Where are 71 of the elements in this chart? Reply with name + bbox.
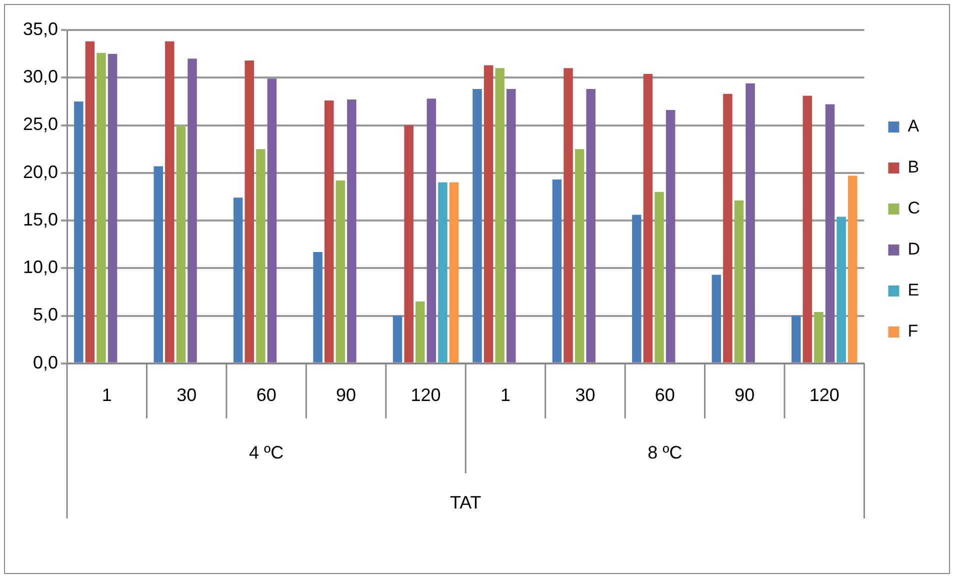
bar [267,78,277,362]
bar [74,101,84,362]
bar [723,94,732,362]
x-tick-label: 30 [176,385,197,406]
bar [712,274,722,362]
x-tick-label: 1 [102,385,112,406]
bar [108,54,118,362]
bar [256,149,266,362]
bar [233,198,243,362]
bar [336,180,346,362]
bar [574,149,584,362]
bar [484,65,494,362]
bar [449,182,459,362]
bar [96,52,106,362]
bar [426,98,436,362]
bar [313,252,322,362]
bar [347,100,356,362]
bar [415,301,425,362]
bar [188,58,197,362]
y-tick-label: 20,0 [22,162,58,182]
bar [792,316,801,362]
legend-label: D [908,240,920,259]
bar [176,125,186,362]
bar [643,74,653,362]
bar [848,176,858,362]
x-tick-label: 90 [336,385,356,406]
bar [438,182,448,362]
bar [472,89,482,362]
bar [666,110,676,362]
legend-label: B [908,158,920,177]
y-tick-label: 35,0 [22,18,58,39]
text: 4 ºC [249,442,284,462]
x-tick-label: 120 [809,385,840,406]
y-tick-label: 10,0 [22,257,58,278]
x-tick-label: 120 [410,385,441,406]
legend-label: C [908,198,920,218]
bar [392,316,402,362]
bar [506,89,516,362]
bar [564,68,573,362]
bar [734,200,744,362]
bar [165,41,174,362]
y-tick-label: 0,0 [33,352,58,372]
legend-label: F [908,322,918,341]
y-tick-label: 30,0 [22,66,58,87]
x-tick-label: 60 [256,385,276,406]
bar [404,125,414,362]
legend-label: E [908,280,920,300]
x-tick-label: 60 [654,385,675,406]
x-axis-title: TAT [450,492,482,512]
bar [552,180,562,362]
x-tick-label: 90 [734,385,755,406]
bar [632,214,642,362]
bar [244,60,254,362]
bar [825,104,835,362]
bar [654,192,664,362]
x-tick-label: 1 [500,385,510,406]
bar [814,312,824,362]
bar [85,41,95,362]
bar [746,83,755,362]
bar [802,96,812,362]
bar [324,100,334,362]
text: 8 ºC [648,442,682,462]
bar [586,89,596,362]
legend-label: A [908,116,920,136]
bar [154,166,164,362]
y-tick-label: 25,0 [22,114,58,134]
x-tick-label: 30 [575,385,596,406]
bar [836,216,846,362]
y-tick-label: 15,0 [22,209,58,230]
bar [495,68,504,362]
y-tick-label: 5,0 [33,304,58,325]
